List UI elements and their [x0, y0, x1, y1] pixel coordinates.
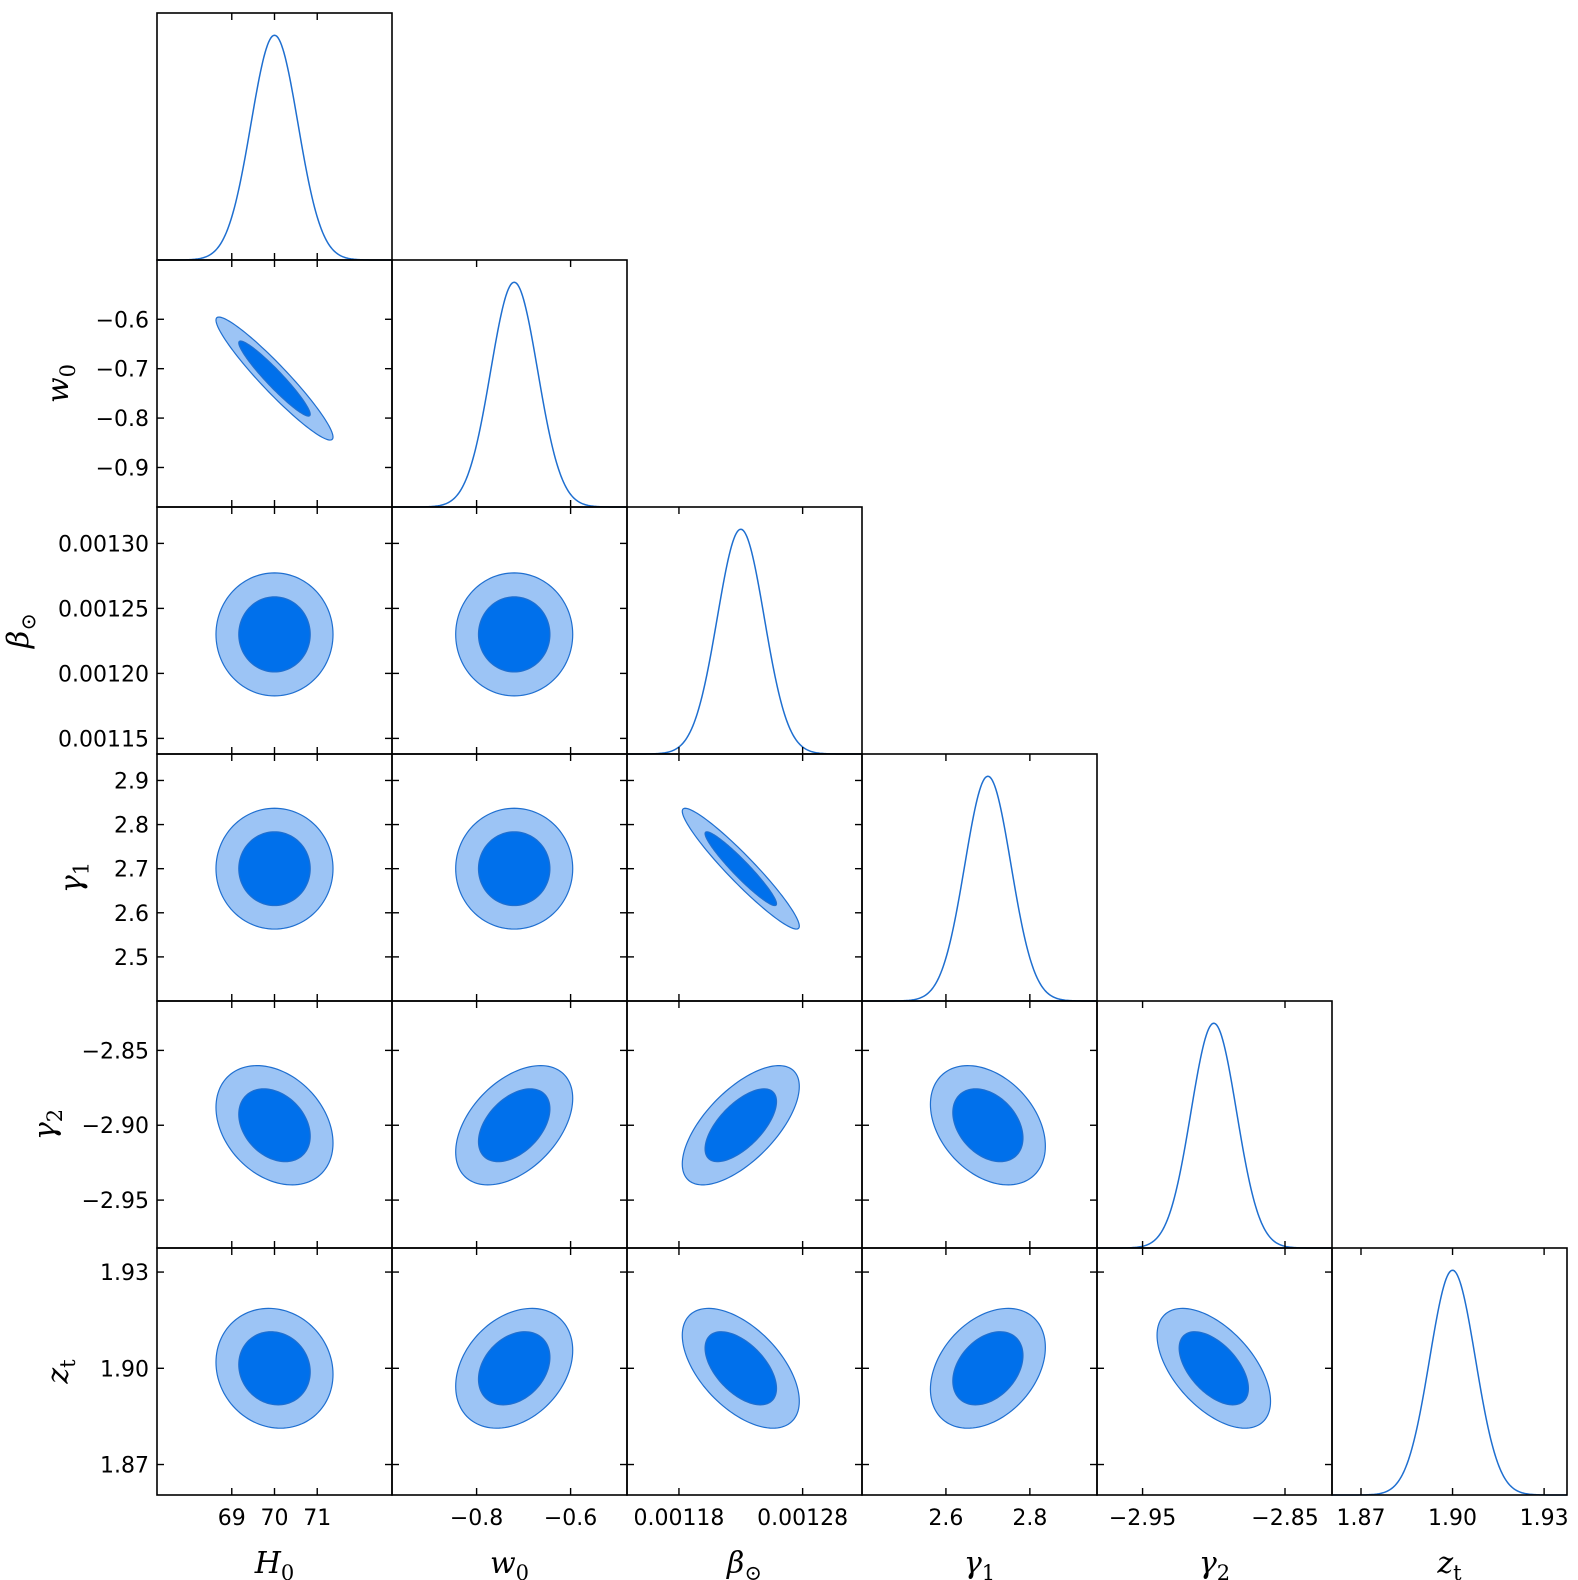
x-tick-label-w0: −0.8 — [450, 1506, 503, 1531]
x-tick-label-gamma2: −2.95 — [1109, 1506, 1176, 1531]
marginal-curve-H0 — [157, 34, 392, 261]
panel-zt-H0 — [156, 1247, 393, 1496]
x-axis-label-gamma1: γ1 — [964, 1546, 995, 1580]
y-tick-label-gamma1: 2.9 — [114, 769, 149, 794]
x-tick-label-gamma1: 2.6 — [928, 1506, 963, 1531]
y-axis-label-w0: w0 — [41, 364, 80, 403]
contour-inner-w0-H0 — [238, 340, 311, 417]
y-tick-label-zt: 1.93 — [100, 1261, 149, 1286]
x-axis-label-H0: H0 — [254, 1546, 295, 1580]
x-tick-label-gamma1: 2.8 — [1012, 1506, 1047, 1531]
y-tick-label-gamma1: 2.7 — [114, 858, 149, 883]
contour-inner-zt-gamma2 — [1178, 1331, 1250, 1406]
x-tick-label-H0: 70 — [261, 1506, 289, 1531]
contour-inner-gamma1-w0 — [477, 831, 551, 907]
panel-w0-w0 — [391, 259, 628, 508]
x-tick-label-zt: 1.90 — [1428, 1506, 1477, 1531]
panel-w0-H0 — [156, 259, 393, 508]
y-tick-label-w0: −0.9 — [96, 456, 149, 481]
y-tick-label-zt: 1.90 — [100, 1357, 149, 1382]
panel-beta-w0 — [391, 506, 628, 755]
panel-gamma1-beta — [626, 753, 863, 1002]
contour-inner-zt-gamma1 — [952, 1331, 1024, 1406]
x-tick-label-zt: 1.93 — [1520, 1506, 1569, 1531]
marginal-curve-beta — [627, 528, 862, 755]
panel-gamma2-beta — [626, 1000, 863, 1249]
panel-frame — [391, 259, 628, 508]
panel-gamma1-w0 — [391, 753, 628, 1002]
contour-inner-beta-w0 — [477, 596, 551, 673]
panel-gamma1-gamma1 — [861, 753, 1098, 1002]
contour-inner-gamma2-gamma1 — [952, 1088, 1024, 1163]
y-tick-label-gamma2: −2.90 — [82, 1114, 149, 1139]
contour-inner-gamma2-w0 — [477, 1088, 551, 1163]
contour-inner-zt-H0 — [238, 1331, 311, 1406]
x-axis-label-beta: β⊙ — [726, 1546, 762, 1580]
y-tick-label-w0: −0.7 — [96, 358, 149, 383]
x-axis-label-gamma2: γ2 — [1199, 1546, 1230, 1580]
panel-frame — [1096, 1000, 1333, 1249]
y-tick-label-w0: −0.8 — [96, 407, 149, 432]
panel-zt-w0 — [391, 1247, 628, 1496]
y-tick-label-gamma1: 2.8 — [114, 814, 149, 839]
contour-inner-gamma2-beta — [704, 1088, 778, 1163]
y-axis-label-gamma2: γ2 — [28, 1109, 67, 1140]
panel-H0-H0 — [156, 12, 393, 261]
x-tick-label-H0: 69 — [218, 1506, 246, 1531]
x-tick-label-gamma2: −2.85 — [1251, 1506, 1318, 1531]
contour-inner-gamma2-H0 — [238, 1088, 311, 1163]
panel-gamma2-gamma1 — [861, 1000, 1098, 1249]
y-tick-label-beta: 0.00130 — [58, 532, 149, 557]
panel-frame — [156, 12, 393, 261]
x-tick-label-beta: 0.00128 — [757, 1506, 848, 1531]
x-tick-label-H0: 71 — [303, 1506, 331, 1531]
x-axis-label-zt: zt — [1436, 1546, 1462, 1580]
panel-frame — [1331, 1247, 1568, 1496]
panel-gamma1-H0 — [156, 753, 393, 1002]
y-tick-label-beta: 0.00115 — [58, 727, 149, 752]
y-axis-labels: −0.9 −0.8 −0.7 −0.6 w0 0.00115 0.00120 0.00125 0… — [2, 308, 149, 1478]
x-axis-labels: 69 70 71 H0 −0.8 −0.6 w0 0.00118 0.00128 β⊙ 2.6 2.8… — [218, 1506, 1569, 1580]
y-axis-label-gamma1: γ1 — [54, 862, 93, 893]
panel-beta-beta — [626, 506, 863, 755]
y-tick-label-beta: 0.00120 — [58, 662, 149, 687]
x-axis-label-w0: w0 — [490, 1546, 529, 1580]
contour-inner-beta-H0 — [238, 596, 311, 673]
marginal-curve-gamma1 — [862, 775, 1097, 1002]
contour-inner-zt-beta — [704, 1331, 778, 1406]
panel-zt-zt — [1331, 1247, 1568, 1496]
marginal-curve-zt — [1332, 1269, 1567, 1496]
y-tick-label-gamma2: −2.85 — [82, 1039, 149, 1064]
panel-frame — [626, 506, 863, 755]
contour-inner-gamma1-H0 — [238, 831, 311, 907]
y-axis-label-beta: β⊙ — [2, 613, 41, 649]
panel-zt-gamma1 — [861, 1247, 1098, 1496]
y-tick-label-gamma1: 2.6 — [114, 902, 149, 927]
x-tick-label-w0: −0.6 — [544, 1506, 597, 1531]
panel-zt-gamma2 — [1096, 1247, 1333, 1496]
panel-gamma2-H0 — [156, 1000, 393, 1249]
x-tick-label-zt: 1.87 — [1337, 1506, 1386, 1531]
contour-inner-zt-w0 — [477, 1331, 551, 1406]
contour-inner-gamma1-beta — [704, 831, 778, 907]
marginal-curve-gamma2 — [1097, 1022, 1332, 1249]
y-tick-label-gamma1: 2.5 — [114, 946, 149, 971]
marginal-curve-w0 — [392, 281, 627, 508]
panels-layer — [156, 12, 1568, 1496]
y-tick-label-beta: 0.00125 — [58, 597, 149, 622]
y-tick-label-zt: 1.87 — [100, 1454, 149, 1479]
panel-zt-beta — [626, 1247, 863, 1496]
y-tick-label-w0: −0.6 — [96, 308, 149, 333]
y-axis-label-zt: zt — [41, 1359, 80, 1385]
y-tick-label-gamma2: −2.95 — [82, 1189, 149, 1214]
panel-beta-H0 — [156, 506, 393, 755]
panel-gamma2-gamma2 — [1096, 1000, 1333, 1249]
panel-gamma2-w0 — [391, 1000, 628, 1249]
x-tick-label-beta: 0.00118 — [633, 1506, 724, 1531]
